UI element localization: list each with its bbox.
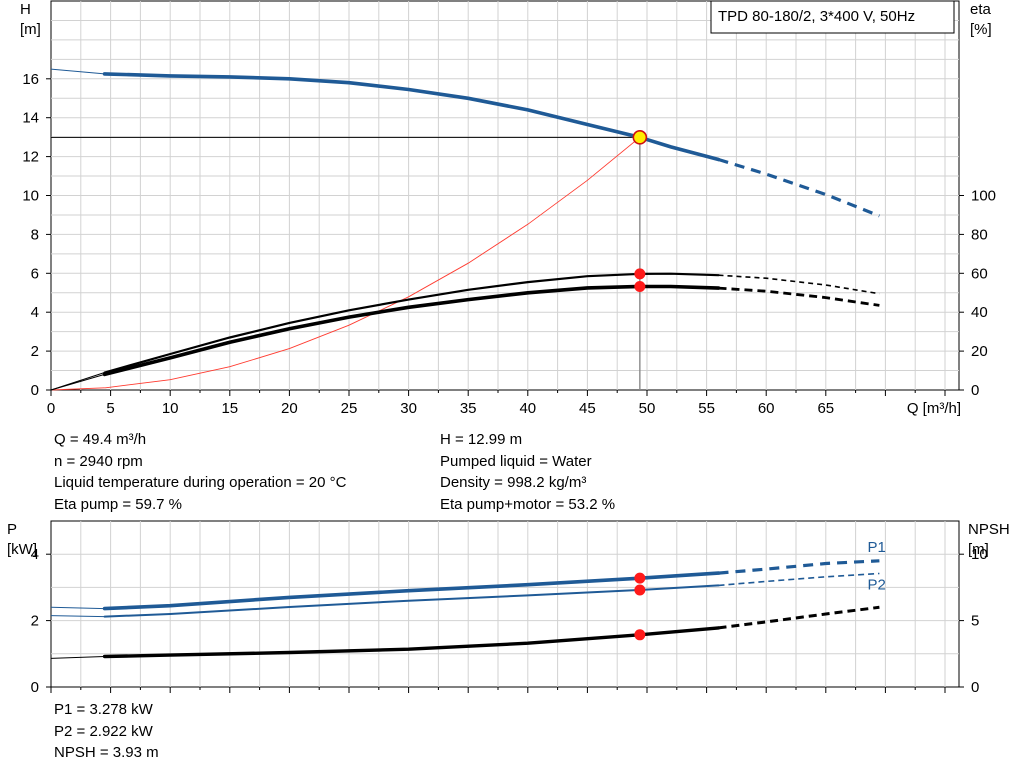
p2-series-label: P2 [867, 576, 885, 593]
eta-pump-motor-curve-lead-in [50, 373, 105, 391]
bottom-right-tick-label: 0 [971, 679, 979, 696]
top-x-tick-label: 10 [162, 400, 179, 417]
top-x-tick-label: 5 [106, 400, 114, 417]
top-right-tick-label: 0 [971, 382, 979, 399]
info-eta-pump-motor: Eta pump+motor = 53.2 % [440, 495, 616, 513]
top-x-tick-label: 40 [519, 400, 536, 417]
top-x-tick-label: 45 [579, 400, 596, 417]
top-left-tick-label: 6 [31, 265, 39, 282]
system-curve-origin [50, 387, 105, 391]
info-pumped-liquid: Pumped liquid = Water [440, 452, 592, 470]
p2-curve-dashed [718, 572, 880, 587]
info-npsh: NPSH = 3.93 m [54, 744, 159, 761]
top-x-tick-label: 0 [47, 400, 55, 417]
bottom-left-tick-label: 0 [31, 679, 39, 696]
eta-pump-motor-curve-dashed [718, 286, 880, 307]
top-left-tick-label: 4 [31, 304, 39, 321]
info-eta-pump: Eta pump = 59.7 % [54, 495, 182, 513]
info-p2: P2 = 2.922 kW [54, 722, 153, 740]
duty-info-right: H = 12.99 m Pumped liquid = Water Densit… [440, 429, 615, 515]
head-curve-solid [102, 72, 721, 162]
top-left-tick-label: 14 [22, 110, 39, 127]
top-x-tick-label: 15 [221, 400, 238, 417]
p1-curve-dashed [718, 559, 880, 575]
top-x-tick-label: 30 [400, 400, 417, 417]
bottom-right-axis-label: NPSH [968, 521, 1010, 538]
top-left-tick-label: 10 [22, 188, 39, 205]
top-right-axis-unit: [%] [970, 21, 992, 38]
p1-curve-lead-in [50, 606, 105, 610]
npsh-curve-dashed [718, 605, 880, 630]
top-x-tick-label: 25 [341, 400, 358, 417]
bottom-left-axis-unit: [kW] [7, 541, 37, 558]
head-curve-lead-in [50, 68, 105, 75]
npsh-duty-marker [634, 629, 646, 641]
info-speed: n = 2940 rpm [54, 452, 143, 470]
bottom-left-axis-label: P [7, 521, 17, 538]
info-density: Density = 998.2 kg/m³ [440, 474, 587, 491]
title-box [710, 0, 955, 34]
top-x-tick-label: 20 [281, 400, 298, 417]
top-right-tick-label: 60 [971, 265, 988, 282]
top-left-tick-label: 8 [31, 226, 39, 243]
duty-info-left: Q = 49.4 m³/h n = 2940 rpm Liquid temper… [54, 429, 346, 515]
top-left-tick-label: 16 [22, 71, 39, 88]
power-info: P1 = 3.278 kW P2 = 2.922 kW NPSH = 3.93 … [54, 699, 159, 764]
p2-curve-lead-in [50, 615, 105, 618]
info-p1: P1 = 3.278 kW [54, 701, 153, 718]
eta-pump-motor-duty-marker [634, 281, 646, 293]
top-left-axis-label: H [20, 1, 31, 18]
top-left-tick-label: 2 [31, 343, 39, 360]
eta-pump-duty-marker [634, 268, 646, 280]
top-x-tick-label: 35 [460, 400, 477, 417]
bottom-right-tick-label: 10 [971, 546, 988, 563]
bottom-left-tick-label: 4 [31, 546, 39, 563]
p1-duty-marker [634, 572, 646, 584]
npsh-curve-lead-in [50, 656, 105, 659]
info-flow: Q = 49.4 m³/h [54, 431, 147, 448]
bottom-right-tick-label: 5 [971, 613, 979, 630]
p1-series-label: P1 [867, 539, 885, 556]
top-left-axis-unit: [m] [20, 21, 41, 38]
head-curve-dashed [718, 157, 880, 218]
bottom-left-tick-label: 2 [31, 613, 39, 630]
top-right-tick-label: 20 [971, 343, 988, 360]
npsh-curve-solid [102, 626, 721, 659]
info-head: H = 12.99 m [440, 431, 523, 448]
top-right-tick-label: 40 [971, 304, 988, 321]
top-left-tick-label: 12 [22, 149, 39, 166]
top-left-tick-label: 0 [31, 382, 39, 399]
top-x-axis-label: Q [m³/h] [907, 400, 961, 417]
top-right-tick-label: 100 [971, 188, 996, 205]
power-npsh-chart: 0 2 4 0 5 10 P [kW] NPSH [m] P1 P2 [7, 520, 1010, 696]
p2-duty-marker [634, 584, 646, 596]
chart-title: TPD 80-180/2, 3*400 V, 50Hz [718, 8, 915, 25]
top-right-tick-label: 80 [971, 226, 988, 243]
top-right-axis-label: eta [970, 1, 992, 18]
top-x-tick-label: 65 [817, 400, 834, 417]
top-x-tick-label: 50 [639, 400, 656, 417]
head-efficiency-chart: 0 2 4 6 8 10 12 14 16 0 20 40 60 80 100 0 5 10 15 20 25 30 35 4… [20, 0, 996, 417]
top-x-tick-label: 60 [758, 400, 775, 417]
duty-point-marker [632, 130, 648, 145]
info-liquid-temperature: Liquid temperature during operation = 20… [54, 474, 347, 491]
top-x-tick-label: 55 [698, 400, 715, 417]
bottom-plot-frame [50, 520, 960, 688]
bottom-right-axis-unit: [m] [968, 541, 989, 558]
